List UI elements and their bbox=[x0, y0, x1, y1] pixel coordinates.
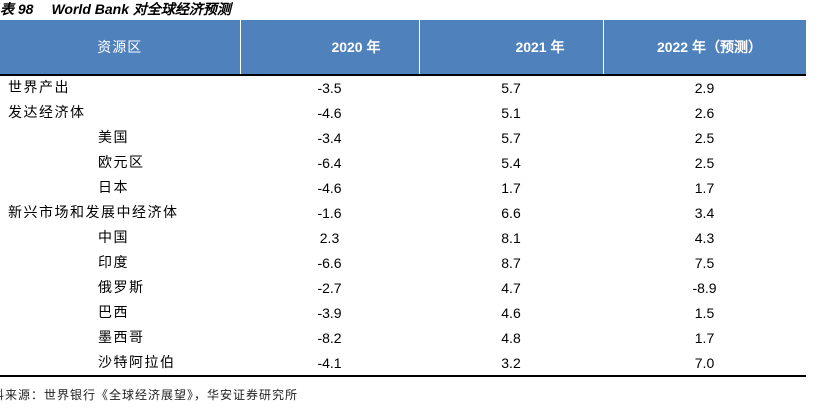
header-2020: 2020 年 bbox=[239, 20, 419, 75]
value-2022: 7.0 bbox=[603, 351, 806, 378]
source-note: 料来源：世界银行《全球经济展望》，华安证券研究所 bbox=[0, 388, 299, 402]
value-2022: 2.5 bbox=[694, 129, 715, 146]
row-name: 新兴市场和发展中经济体 bbox=[8, 205, 179, 222]
value-2021: 4.8 bbox=[501, 330, 521, 347]
table-row: 世界产出 -3.5 5.7 2.9 bbox=[0, 73, 806, 101]
table-body: 世界产出 -3.5 5.7 2.9 发达经济体 -4.6 5.1 2.6 美国 -3.4 5.7 2.… bbox=[0, 73, 806, 378]
table-row: 中国 2.3 8.1 4.3 bbox=[0, 226, 806, 251]
table-row: 美国 -3.4 5.7 2.5 bbox=[0, 125, 806, 150]
value-2021: 4.7 bbox=[501, 280, 521, 297]
row-name: 俄罗斯 bbox=[98, 280, 145, 297]
row-name: 世界产出 bbox=[0, 73, 240, 101]
value-2022: 4.3 bbox=[694, 230, 715, 247]
table-title-text: World Bank 对全球经济预测 bbox=[51, 1, 231, 17]
value-2020: -1.6 bbox=[317, 205, 342, 222]
forecast-table: 资源区 2020 年 2021 年 2022 年（预测） 世界产出 -3.5 5.7… bbox=[0, 20, 806, 378]
value-2021: 5.1 bbox=[501, 104, 521, 121]
row-name: 发达经济体 bbox=[8, 104, 86, 121]
value-2020: -6.4 bbox=[317, 154, 342, 171]
value-2021: 8.1 bbox=[501, 230, 521, 247]
table-row: 印度 -6.6 8.7 7.5 bbox=[0, 251, 806, 276]
value-2021: 5.7 bbox=[419, 73, 603, 101]
value-2022: 2.5 bbox=[694, 154, 715, 171]
row-name: 美国 bbox=[98, 129, 129, 146]
table-row: 巴西 -3.9 4.6 1.5 bbox=[0, 301, 806, 326]
value-2020: -4.6 bbox=[317, 179, 342, 196]
value-2021: 5.7 bbox=[501, 129, 521, 146]
row-name: 日本 bbox=[98, 179, 129, 196]
value-2021: 5.4 bbox=[501, 154, 521, 171]
value-2020: -2.7 bbox=[317, 280, 342, 297]
value-2022: 2.9 bbox=[603, 73, 806, 101]
value-2022: 7.5 bbox=[694, 255, 715, 272]
forecast-table-container: 资源区 2020 年 2021 年 2022 年（预测） 世界产出 -3.5 5.7… bbox=[0, 20, 806, 378]
header-2021: 2021 年 bbox=[418, 20, 603, 75]
value-2022: 3.4 bbox=[694, 205, 715, 222]
value-2022: 1.7 bbox=[694, 330, 715, 347]
value-2020: -6.6 bbox=[317, 255, 342, 272]
table-row: 沙特阿拉伯 -4.1 3.2 7.0 bbox=[0, 351, 806, 378]
table-row: 新兴市场和发展中经济体 -1.6 6.6 3.4 bbox=[0, 200, 806, 225]
value-2020: -4.1 bbox=[240, 351, 419, 378]
value-2021: 4.6 bbox=[501, 305, 521, 322]
table-row: 发达经济体 -4.6 5.1 2.6 bbox=[0, 100, 806, 125]
table-header: 资源区 2020 年 2021 年 2022 年（预测） bbox=[0, 20, 806, 75]
row-name: 欧元区 bbox=[98, 154, 145, 171]
value-2020: 2.3 bbox=[319, 230, 340, 247]
value-2020: -3.9 bbox=[317, 305, 342, 322]
table-row: 俄罗斯 -2.7 4.7 -8.9 bbox=[0, 276, 806, 301]
header-row: 资源区 2020 年 2021 年 2022 年（预测） bbox=[0, 20, 806, 75]
row-name: 巴西 bbox=[98, 305, 129, 322]
row-name: 墨西哥 bbox=[98, 330, 145, 347]
value-2022: 1.7 bbox=[694, 179, 715, 196]
value-2021: 3.2 bbox=[419, 351, 603, 378]
row-name: 中国 bbox=[98, 230, 129, 247]
header-2022-forecast: 2022 年（预测） bbox=[602, 20, 806, 75]
table-row: 欧元区 -6.4 5.4 2.5 bbox=[0, 150, 806, 175]
value-2020: -4.6 bbox=[317, 104, 342, 121]
value-2020: -8.2 bbox=[317, 330, 342, 347]
value-2020: -3.4 bbox=[317, 129, 342, 146]
row-name: 沙特阿拉伯 bbox=[0, 351, 240, 378]
table-number: 表 98 bbox=[0, 1, 34, 17]
value-2021: 6.6 bbox=[501, 205, 521, 222]
value-2022: 2.6 bbox=[694, 104, 715, 121]
table-title: 表 98 World Bank 对全球经济预测 bbox=[0, 0, 231, 18]
table-row: 墨西哥 -8.2 4.8 1.7 bbox=[0, 326, 806, 351]
value-2022: 1.5 bbox=[694, 305, 715, 322]
header-region: 资源区 bbox=[0, 20, 240, 75]
value-2021: 1.7 bbox=[501, 179, 521, 196]
value-2022: -8.9 bbox=[692, 280, 717, 297]
value-2020: -3.5 bbox=[240, 73, 419, 101]
row-name: 印度 bbox=[98, 255, 129, 272]
table-row: 日本 -4.6 1.7 1.7 bbox=[0, 175, 806, 200]
value-2021: 8.7 bbox=[501, 255, 521, 272]
